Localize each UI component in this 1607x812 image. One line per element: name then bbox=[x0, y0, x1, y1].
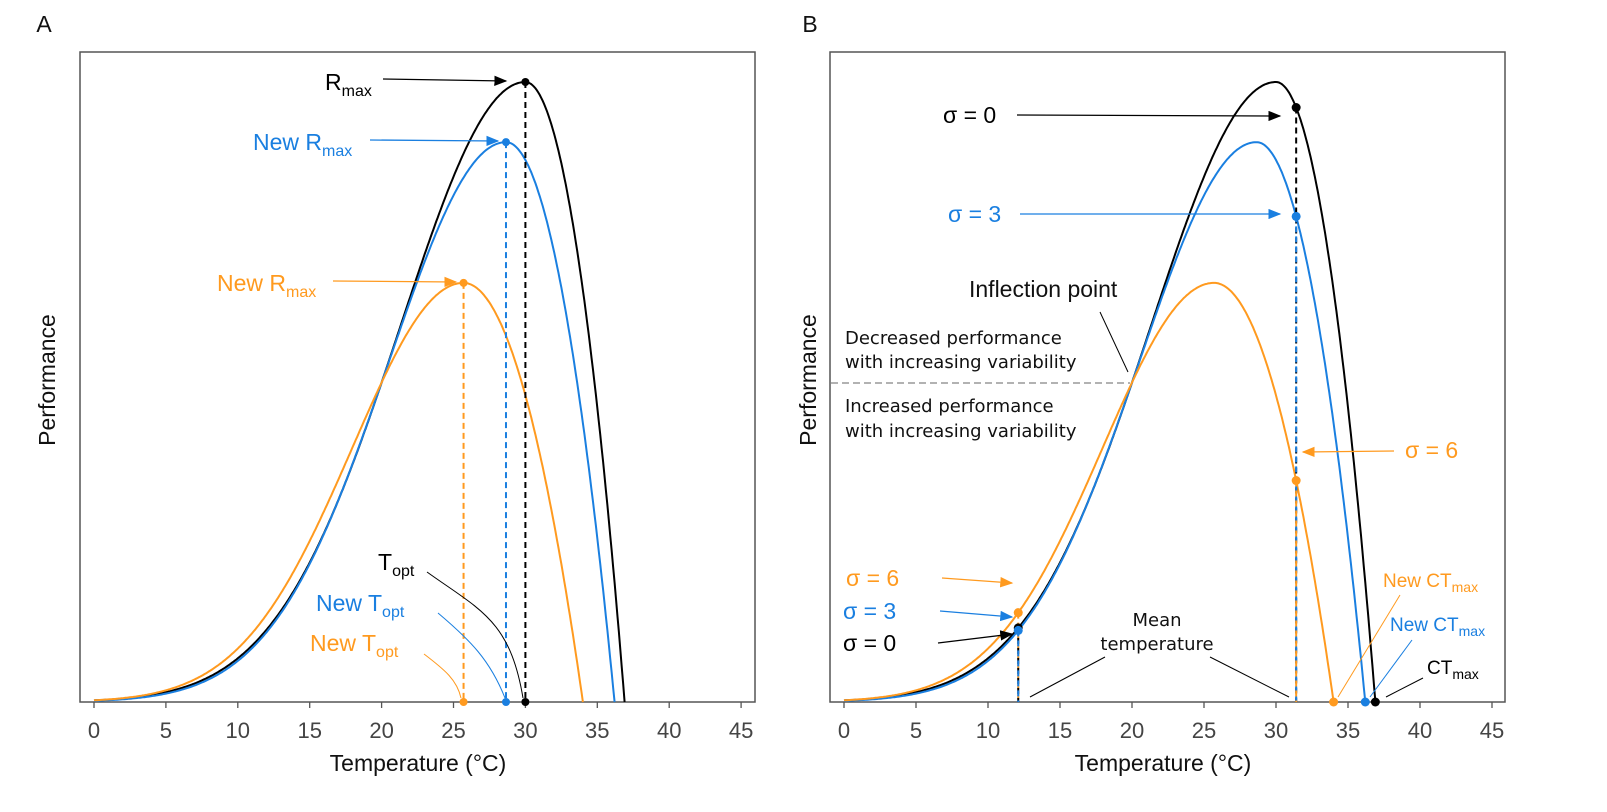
sigma0-arrow-top bbox=[1016, 110, 1282, 122]
new-ctmax-orange-leader bbox=[1337, 594, 1401, 698]
new-rmax-orange-label: New Rmax bbox=[217, 270, 316, 301]
curve--3 bbox=[844, 141, 1367, 703]
x-tick-label: 35 bbox=[1336, 718, 1360, 743]
performance-at-mean-point bbox=[1013, 608, 1023, 618]
rmax-point bbox=[459, 278, 468, 287]
x-tick-label: 30 bbox=[1264, 718, 1288, 743]
plot-frame bbox=[79, 51, 756, 703]
new-ctmax-orange-label: New CTmax bbox=[1383, 571, 1478, 595]
new-rmax-orange-arrow bbox=[332, 276, 458, 288]
x-tick-label: 15 bbox=[297, 718, 321, 743]
x-tick-label: 25 bbox=[441, 718, 465, 743]
x-tick-label: 40 bbox=[657, 718, 681, 743]
performance-at-mean-point bbox=[1291, 476, 1301, 486]
x-tick-label: 0 bbox=[838, 718, 850, 743]
sigma6-arrow-left bbox=[941, 576, 1014, 588]
new-ctmax-blue-label: New CTmax bbox=[1390, 615, 1485, 639]
decreased-text-2: with increasing variability bbox=[845, 352, 1077, 373]
plot-frame bbox=[829, 51, 1506, 703]
y-axis-label: Performance bbox=[34, 314, 60, 446]
x-tick-label: 45 bbox=[1480, 718, 1504, 743]
x-axis-label: Temperature (°C) bbox=[330, 750, 507, 776]
performance-at-mean-point bbox=[1291, 103, 1301, 113]
ctmax-point bbox=[1360, 697, 1370, 707]
mean-temp-leader-left bbox=[1029, 656, 1106, 698]
panel-b: B Temperature (°C) Performance 0 5 10 15 20 2… bbox=[795, 11, 1506, 776]
topt-point bbox=[501, 698, 510, 706]
sigma3-label-top: σ = 3 bbox=[948, 201, 1001, 227]
topt-point bbox=[459, 698, 468, 706]
ctmax-label: CTmax bbox=[1427, 658, 1479, 682]
curve-new-orange- bbox=[93, 281, 584, 703]
x-tick-label: 5 bbox=[160, 718, 172, 743]
y-axis-label: Performance bbox=[795, 314, 821, 446]
rmax-point bbox=[501, 138, 510, 147]
sigma0-arrow-left bbox=[937, 630, 1014, 644]
x-tick-label: 25 bbox=[1192, 718, 1216, 743]
rmax-arrow bbox=[382, 75, 508, 87]
curve-new-blue- bbox=[94, 141, 616, 703]
sigma0-label-left: σ = 0 bbox=[843, 630, 896, 656]
performance-at-mean-point bbox=[1291, 211, 1301, 221]
x-tick-label: 15 bbox=[1048, 718, 1072, 743]
markers bbox=[1013, 103, 1380, 707]
panel-label: A bbox=[36, 11, 52, 37]
ctmax-leader bbox=[1385, 677, 1424, 698]
new-topt-orange-label: New Topt bbox=[310, 630, 399, 661]
sigma6-label-left: σ = 6 bbox=[846, 565, 899, 591]
new-topt-blue-leader bbox=[437, 612, 506, 699]
x-tick-label: 35 bbox=[585, 718, 609, 743]
markers bbox=[459, 78, 530, 706]
panel-a: A Temperature (°C) Performance 0 5 10 15 20 2… bbox=[34, 11, 756, 776]
inflection-leader bbox=[1099, 311, 1129, 373]
inflection-label: Inflection point bbox=[969, 276, 1118, 302]
topt-point bbox=[521, 698, 530, 706]
x-tick-label: 20 bbox=[1120, 718, 1144, 743]
new-topt-blue-label: New Topt bbox=[316, 590, 405, 621]
decreased-text-1: Decreased performance bbox=[845, 328, 1062, 349]
x-tick-label: 0 bbox=[88, 718, 100, 743]
topt-leader bbox=[426, 571, 524, 699]
new-rmax-blue-label: New Rmax bbox=[253, 129, 352, 160]
panel-label: B bbox=[802, 11, 817, 37]
performance-at-mean-point bbox=[1013, 625, 1023, 635]
x-tick-label: 45 bbox=[729, 718, 753, 743]
sigma3-label-left: σ = 3 bbox=[843, 598, 896, 624]
x-ticks: 0 5 10 15 20 25 30 35 40 45 bbox=[88, 702, 753, 743]
curves bbox=[843, 81, 1377, 703]
mean-temp-text-2: temperature bbox=[1100, 634, 1213, 655]
new-ctmax-blue-leader bbox=[1369, 639, 1413, 698]
ctmax-point bbox=[1370, 697, 1380, 707]
new-topt-orange-leader bbox=[423, 653, 462, 699]
ctmax-point bbox=[1329, 697, 1339, 707]
x-tick-label: 30 bbox=[513, 718, 537, 743]
sigma3-arrow-left bbox=[939, 610, 1014, 622]
sigma6-label-right: σ = 6 bbox=[1405, 437, 1458, 463]
increased-text-1: Increased performance bbox=[845, 396, 1054, 417]
x-ticks: 0 5 10 15 20 25 30 35 40 45 bbox=[838, 702, 1504, 743]
x-axis-label: Temperature (°C) bbox=[1075, 750, 1252, 776]
rmax-point bbox=[521, 78, 530, 86]
x-tick-label: 10 bbox=[976, 718, 1000, 743]
x-tick-label: 20 bbox=[369, 718, 393, 743]
x-tick-label: 5 bbox=[910, 718, 922, 743]
curves bbox=[93, 81, 626, 703]
x-tick-label: 10 bbox=[226, 718, 250, 743]
x-tick-label: 40 bbox=[1408, 718, 1432, 743]
increased-text-2: with increasing variability bbox=[845, 421, 1077, 442]
sigma6-arrow-right bbox=[1301, 446, 1395, 458]
curve--6 bbox=[843, 281, 1335, 703]
mean-temp-leader-right bbox=[1209, 656, 1290, 698]
sigma0-label-top: σ = 0 bbox=[943, 102, 996, 128]
new-rmax-blue-arrow bbox=[369, 135, 500, 147]
rmax-label: Rmax bbox=[325, 69, 372, 100]
mean-temp-text-1: Mean bbox=[1132, 610, 1181, 631]
topt-label: Topt bbox=[378, 549, 415, 580]
